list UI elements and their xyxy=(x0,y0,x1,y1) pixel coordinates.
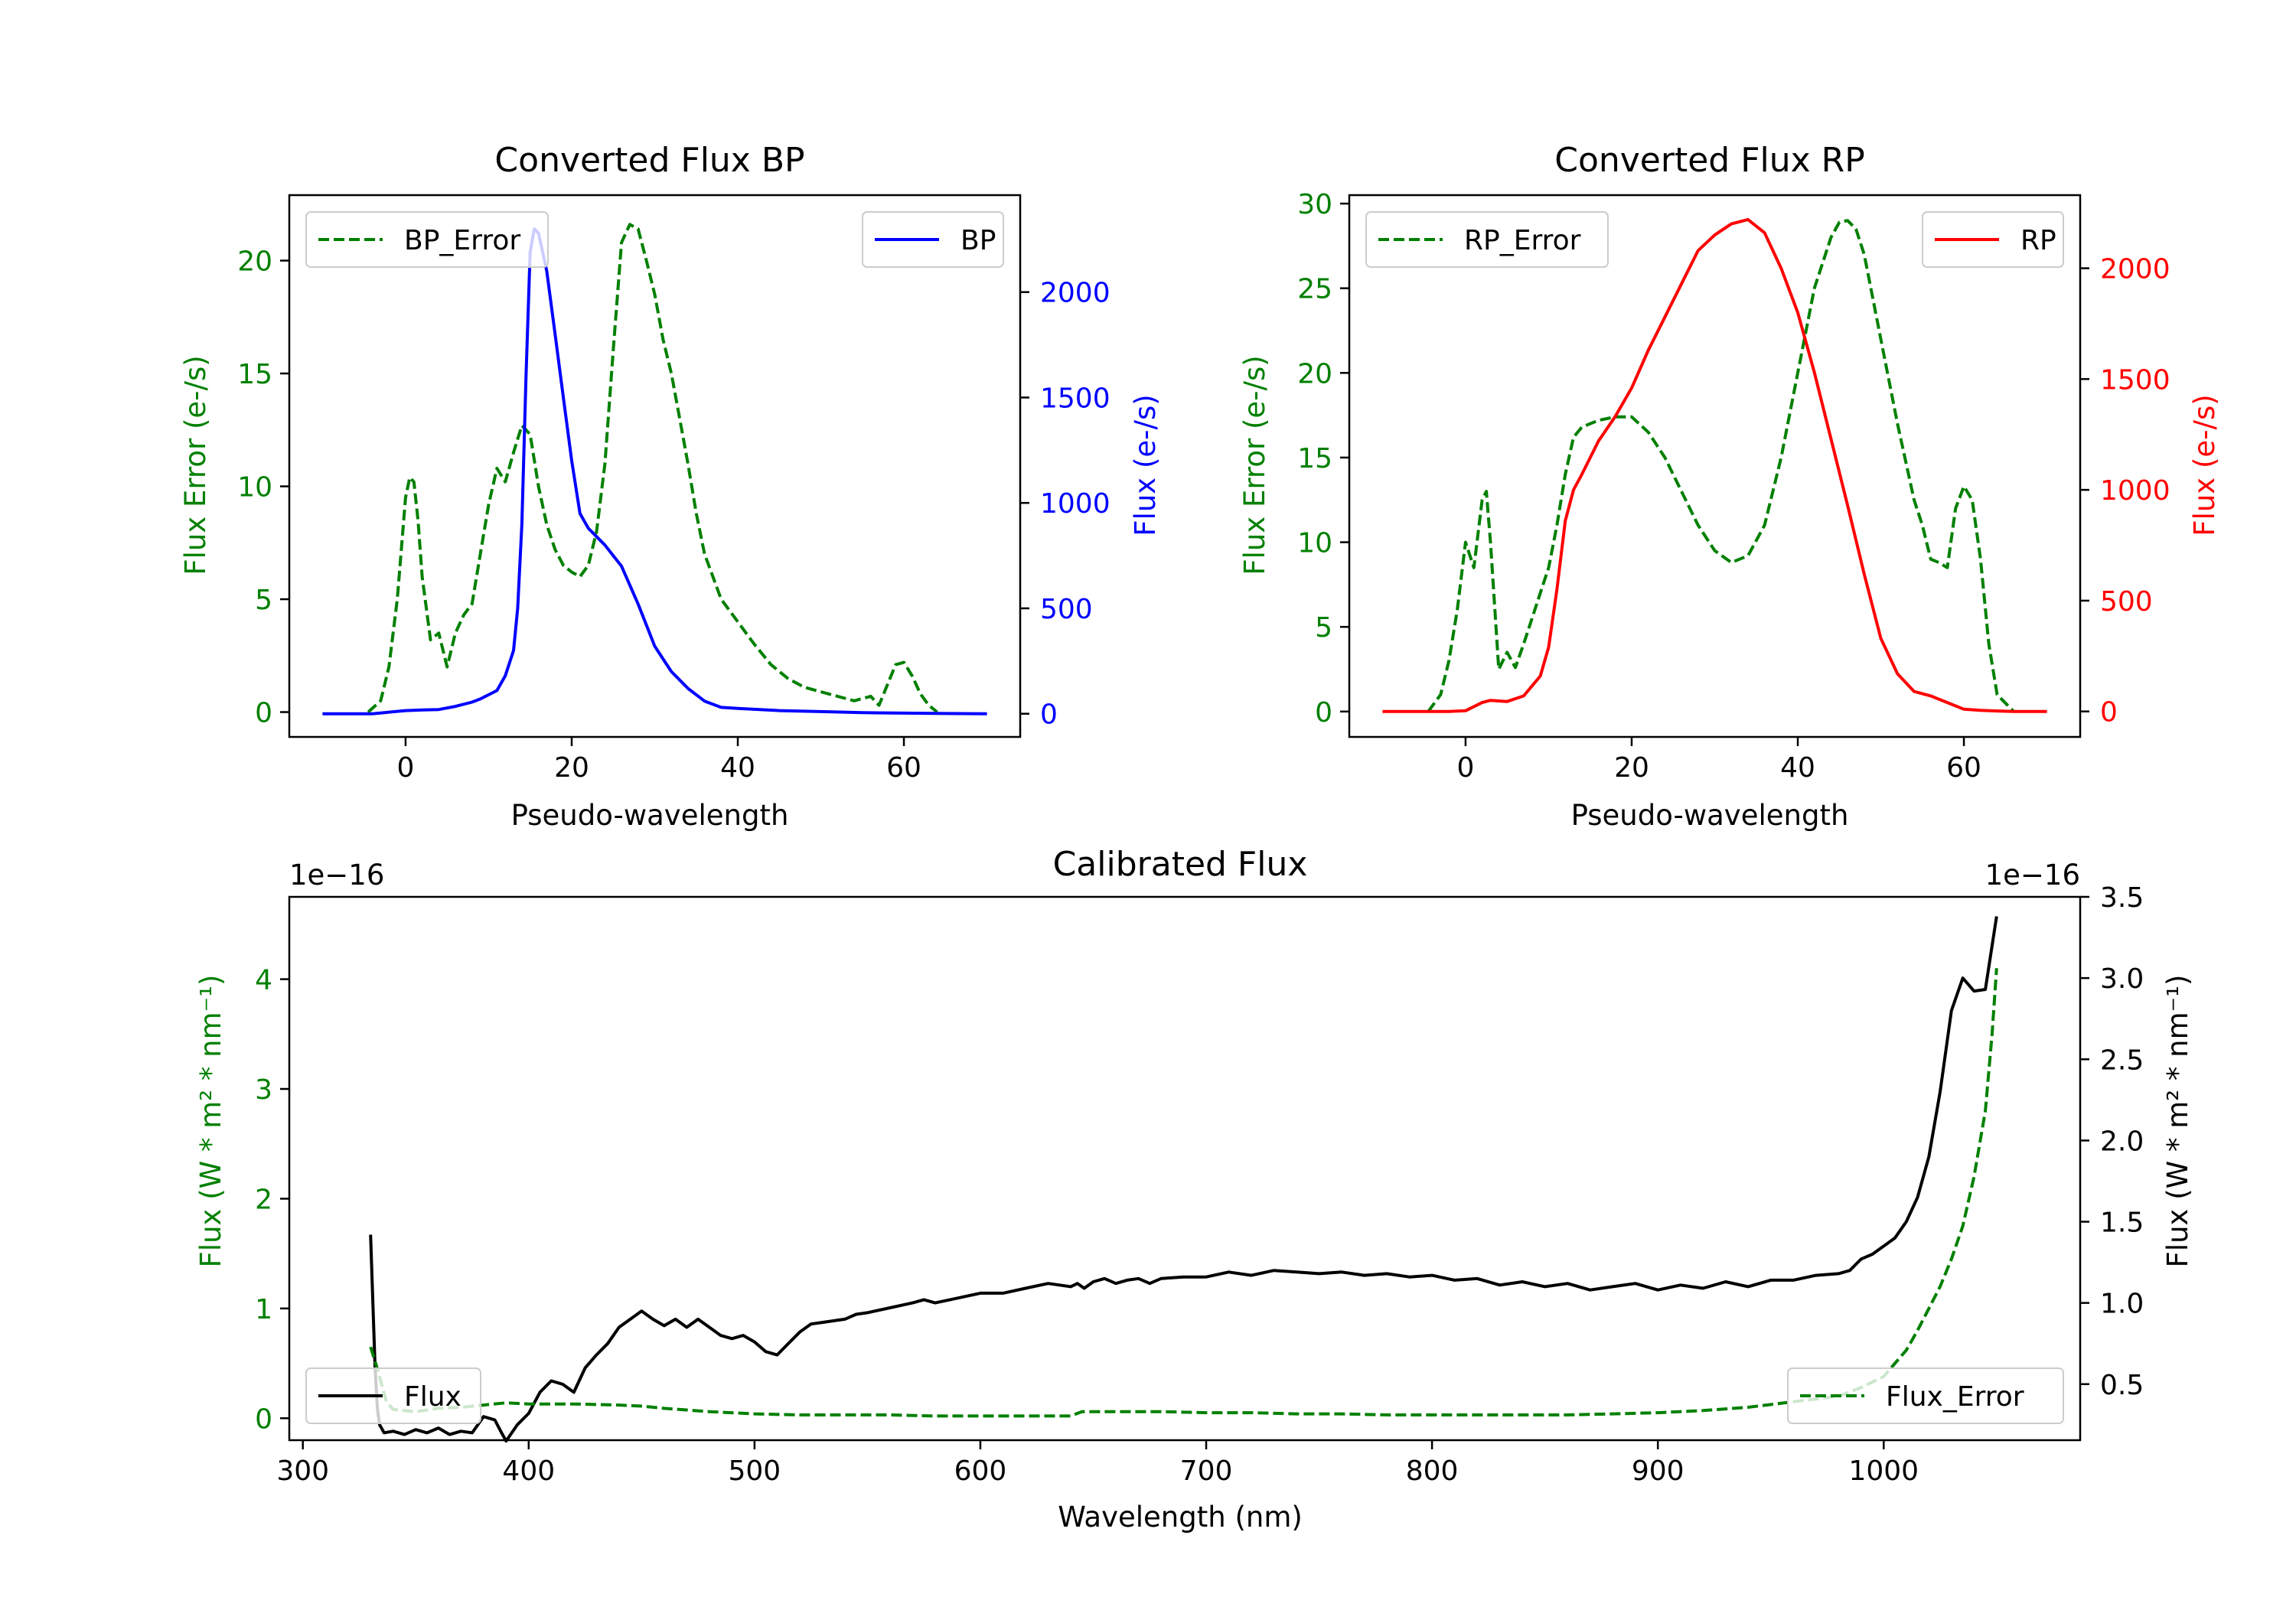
rp-ylabel-left: Flux Error (e-/s) xyxy=(1238,355,1271,575)
calibrated-ytick-right-label: 1.5 xyxy=(2100,1208,2144,1239)
bp-title: Converted Flux BP xyxy=(494,141,804,180)
rp-chart: Converted Flux RP Pseudo-wavelength Flux… xyxy=(1238,141,2221,832)
calibrated-ytick-right-label: 0.5 xyxy=(2100,1370,2144,1401)
legend-label: Flux_Error xyxy=(1886,1381,2024,1413)
calibrated-title: Calibrated Flux xyxy=(1053,845,1308,884)
calibrated-ylabel-right: Flux (W * m² * nm⁻¹) xyxy=(2161,975,2194,1268)
bp-ylabel-left: Flux Error (e-/s) xyxy=(179,355,212,575)
bp-legend-bp-error: BP_Error xyxy=(305,211,549,268)
rp-axes-frame xyxy=(1348,194,2082,738)
calibrated-xtick-label: 800 xyxy=(1406,1455,1459,1487)
bp-ytick-right-label: 0 xyxy=(1040,699,1058,731)
rp-title: Converted Flux RP xyxy=(1554,141,1865,180)
rp-xtick-label: 0 xyxy=(1456,752,1474,784)
bp-ytick-left-label: 5 xyxy=(255,585,272,616)
legend-label: BP_Error xyxy=(404,225,520,256)
calibrated-ytick-left-label: 4 xyxy=(255,965,272,996)
calibrated-ylabel-left: Flux (W * m² * nm⁻¹) xyxy=(194,975,227,1268)
legend-label: RP_Error xyxy=(1464,225,1581,256)
bp-ytick-right-label: 500 xyxy=(1040,594,1093,625)
calibrated-xtick-label: 300 xyxy=(276,1455,329,1487)
rp-ytick-left-label: 20 xyxy=(1297,358,1332,390)
rp-ytick-left-label: 15 xyxy=(1297,443,1332,474)
bp-xtick-label: 40 xyxy=(720,752,755,784)
calibrated-axes-frame xyxy=(288,895,2082,1442)
bp-axes-frame xyxy=(288,194,1022,738)
legend-label: BP xyxy=(960,225,996,256)
bp-xtick-label: 0 xyxy=(396,752,414,784)
calibrated-chart: Calibrated Flux Wavelength (nm) Flux (W … xyxy=(194,845,2194,1534)
bp-ytick-left-label: 10 xyxy=(237,472,272,504)
calibrated-xtick-label: 700 xyxy=(1180,1455,1233,1487)
calibrated-ytick-right-label: 1.0 xyxy=(2100,1289,2144,1320)
rp-ylabel-right: Flux (e-/s) xyxy=(2188,394,2221,536)
bp-xtick-label: 20 xyxy=(554,752,589,784)
calibrated-xtick-label: 600 xyxy=(954,1455,1007,1487)
bp-xlabel: Pseudo-wavelength xyxy=(511,799,789,832)
legend-label: Flux xyxy=(404,1381,461,1413)
calibrated-ytick-left-label: 1 xyxy=(255,1294,272,1325)
legend-box xyxy=(305,211,549,268)
bp-ytick-right-label: 2000 xyxy=(1040,278,1110,309)
bp-legend-bp: BP xyxy=(862,211,1004,268)
calibrated-ytick-left-label: 2 xyxy=(255,1184,272,1215)
bp-ylabel-right: Flux (e-/s) xyxy=(1129,394,1162,536)
rp-ytick-left-label: 5 xyxy=(1315,612,1332,644)
rp-ytick-right-label: 2000 xyxy=(2100,254,2170,285)
rp-ytick-left-label: 25 xyxy=(1297,274,1332,305)
rp-ytick-left-label: 0 xyxy=(1315,697,1332,729)
calibrated-legend-flux-error: Flux_Error xyxy=(1787,1367,2064,1424)
rp-ytick-right-label: 1000 xyxy=(2100,475,2170,507)
rp-ytick-right-label: 1500 xyxy=(2100,364,2170,396)
bp-chart: Converted Flux BP Pseudo-wavelength Flux… xyxy=(179,141,1162,832)
rp-xtick-label: 20 xyxy=(1614,752,1649,784)
calibrated-ytick-right-label: 2.5 xyxy=(2100,1045,2144,1076)
bp-ytick-right-label: 1500 xyxy=(1040,383,1110,414)
calibrated-series-flux-error xyxy=(369,968,1998,1418)
legend-box xyxy=(1787,1367,2064,1424)
calibrated-ytick-left-label: 0 xyxy=(255,1403,272,1435)
bp-ytick-left-label: 20 xyxy=(237,246,272,278)
rp-legend-rp-error: RP_Error xyxy=(1365,211,1609,268)
calibrated-xtick-label: 400 xyxy=(502,1455,555,1487)
rp-ytick-left-label: 30 xyxy=(1297,189,1332,220)
bp-ytick-left-label: 15 xyxy=(237,359,272,390)
calibrated-ytick-right-label: 2.0 xyxy=(2100,1126,2144,1157)
calibrated-ytick-right-label: 3.5 xyxy=(2100,882,2144,914)
calibrated-xtick-label: 500 xyxy=(729,1455,781,1487)
rp-xtick-label: 40 xyxy=(1780,752,1815,784)
calibrated-offset-right: 1e−16 xyxy=(1985,859,2080,892)
calibrated-xtick-label: 1000 xyxy=(1848,1455,1919,1487)
calibrated-series-flux xyxy=(369,916,1998,1443)
rp-ytick-right-label: 0 xyxy=(2100,697,2118,729)
rp-ytick-left-label: 10 xyxy=(1297,528,1332,559)
rp-legend-rp: RP xyxy=(1922,211,2064,268)
calibrated-ytick-left-label: 3 xyxy=(255,1074,272,1106)
legend-box xyxy=(1365,211,1609,268)
bp-series-bp-error xyxy=(367,223,938,714)
legend-label: RP xyxy=(2020,225,2056,256)
bp-series-bp xyxy=(322,227,987,715)
calibrated-ytick-right-label: 3.0 xyxy=(2100,963,2144,995)
calibrated-xtick-label: 900 xyxy=(1632,1455,1684,1487)
calibrated-legend-flux: Flux xyxy=(305,1367,481,1424)
calibrated-xlabel: Wavelength (nm) xyxy=(1058,1501,1303,1534)
rp-series-rp xyxy=(1382,217,2047,713)
bp-xtick-label: 60 xyxy=(886,752,921,784)
bp-ytick-left-label: 0 xyxy=(255,698,272,729)
legend-box xyxy=(305,1367,481,1424)
rp-xlabel: Pseudo-wavelength xyxy=(1571,799,1849,832)
calibrated-offset-left: 1e−16 xyxy=(289,859,384,892)
bp-ytick-right-label: 1000 xyxy=(1040,488,1110,520)
rp-xtick-label: 60 xyxy=(1946,752,1981,784)
rp-series-rp-error xyxy=(1427,219,2015,713)
rp-ytick-right-label: 500 xyxy=(2100,586,2153,618)
